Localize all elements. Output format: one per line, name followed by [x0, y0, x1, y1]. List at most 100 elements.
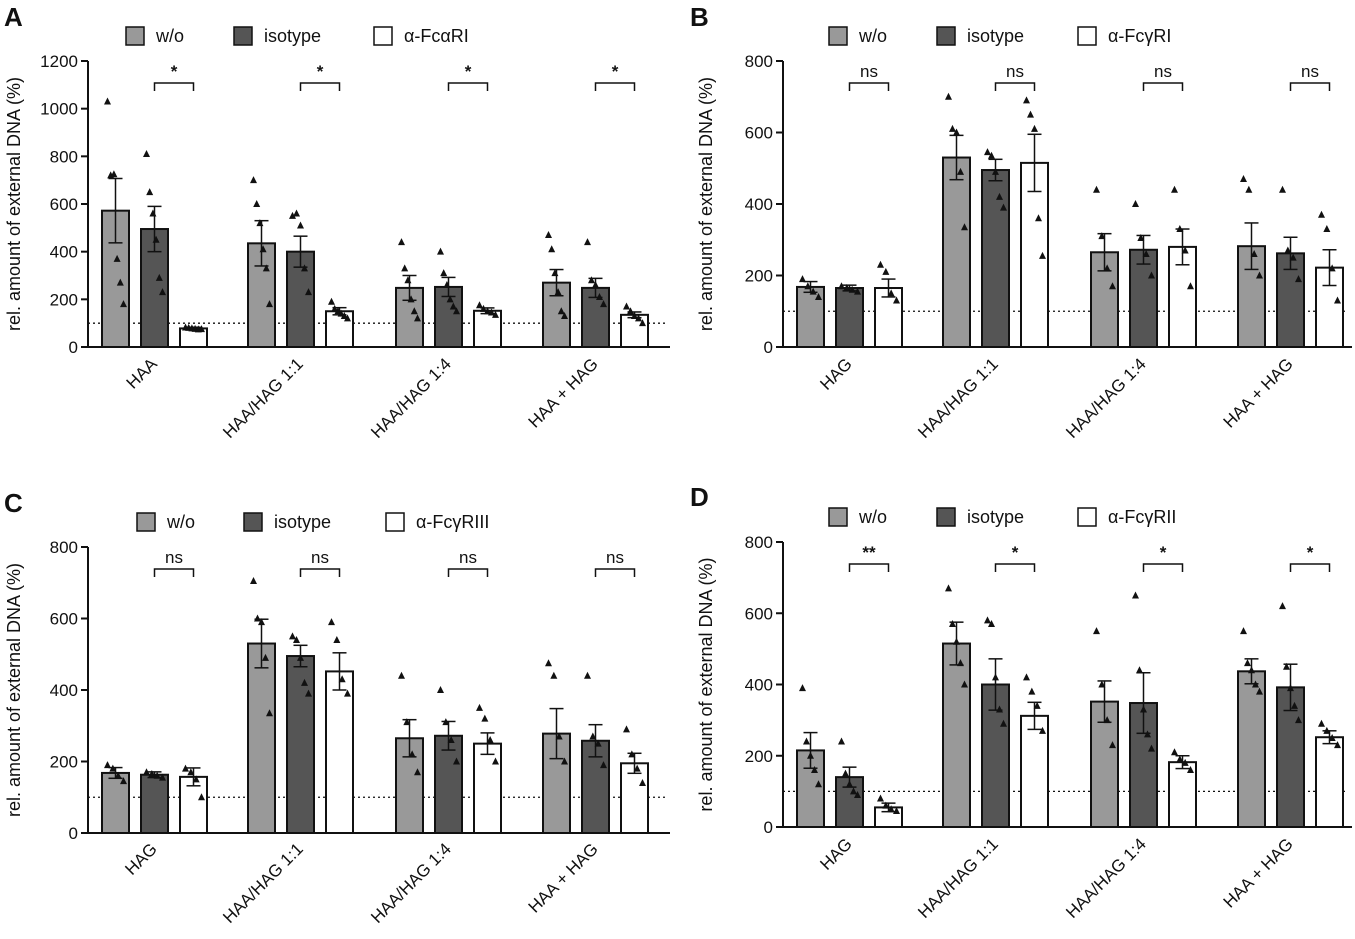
data-point: [143, 149, 150, 157]
legend-swatch: [936, 26, 956, 46]
data-point: [594, 739, 602, 747]
data-point: [628, 750, 636, 758]
data-point: [1323, 225, 1331, 233]
data-point: [1187, 766, 1194, 773]
data-point: [1328, 733, 1336, 741]
significance-label: ns: [165, 548, 183, 567]
data-point: [476, 703, 483, 711]
significance-label: *: [317, 62, 324, 81]
legend-swatch: [243, 512, 263, 532]
data-point: [635, 314, 642, 322]
data-point: [301, 678, 308, 686]
y-tick-label: 600: [50, 610, 78, 629]
data-point: [453, 307, 460, 315]
data-point: [550, 671, 558, 679]
data-point: [1187, 282, 1194, 290]
data-point: [843, 284, 851, 292]
x-category-label: HAG: [121, 839, 160, 878]
bar: [620, 313, 649, 349]
data-point: [447, 736, 455, 744]
data-point: [453, 757, 460, 765]
x-category-label: HAG: [816, 354, 855, 393]
x-category-label: HAA: [123, 354, 162, 393]
data-point: [1140, 705, 1147, 713]
data-point: [893, 806, 900, 814]
y-tick-label: 0: [69, 338, 78, 357]
legend-swatch: [828, 507, 848, 527]
legend-label: α-FcαRI: [404, 26, 469, 46]
legend-swatch: [1077, 507, 1097, 527]
data-point: [159, 773, 166, 781]
data-point: [440, 269, 448, 277]
data-point: [996, 192, 1003, 200]
significance-label: ns: [311, 548, 329, 567]
y-tick-label: 1000: [40, 100, 78, 119]
data-point: [1181, 246, 1189, 254]
data-point: [639, 319, 646, 327]
data-point: [146, 188, 154, 196]
data-point: [838, 737, 845, 745]
data-point: [1136, 666, 1143, 674]
significance-label: ns: [459, 548, 477, 567]
data-point: [1323, 726, 1331, 734]
data-point: [887, 289, 895, 297]
data-point: [1035, 214, 1042, 222]
significance-bracket: [594, 82, 636, 91]
data-point: [159, 288, 166, 296]
y-tick-label: 600: [50, 195, 78, 214]
x-category-label: HAA + HAG: [525, 839, 602, 916]
data-point: [1334, 296, 1341, 304]
data-point: [1252, 680, 1259, 688]
significance-bracket: [994, 82, 1036, 91]
data-point: [113, 254, 121, 262]
data-point: [1240, 174, 1247, 182]
data-point: [854, 287, 861, 295]
x-category-label: HAA/HAG 1:4: [367, 354, 455, 442]
data-point: [945, 92, 952, 100]
y-tick-label: 400: [745, 676, 773, 695]
data-point: [331, 304, 339, 312]
y-tick-label: 400: [50, 681, 78, 700]
data-point: [1279, 185, 1286, 193]
panel-letter: A: [4, 2, 23, 32]
data-point: [449, 302, 457, 310]
data-point: [258, 618, 265, 626]
data-point: [815, 292, 822, 300]
x-category-label: HAA/HAG 1:1: [914, 834, 1002, 922]
y-tick-label: 0: [764, 818, 773, 837]
data-point: [305, 288, 312, 296]
data-point: [623, 302, 630, 310]
data-point: [953, 637, 960, 645]
bar: [942, 156, 971, 348]
data-point: [1244, 659, 1251, 667]
data-point: [114, 771, 122, 779]
y-tick-label: 0: [69, 824, 78, 843]
data-point: [266, 709, 273, 717]
data-point: [1240, 627, 1247, 635]
panel-letter: B: [690, 2, 709, 32]
data-point: [554, 288, 562, 296]
data-point: [584, 671, 591, 679]
data-point: [1328, 264, 1336, 272]
data-point: [953, 128, 960, 136]
legend-swatch: [125, 26, 145, 46]
data-point: [155, 273, 163, 281]
significance-bracket: [848, 563, 890, 572]
data-point: [414, 314, 421, 322]
significance-label: **: [862, 543, 876, 562]
data-point: [446, 295, 454, 303]
significance-label: ns: [1006, 62, 1024, 81]
data-point: [811, 766, 818, 773]
data-point: [254, 614, 261, 622]
x-category-label: HAA + HAG: [525, 354, 602, 431]
data-point: [1245, 185, 1253, 193]
y-tick-label: 400: [50, 243, 78, 262]
data-point: [289, 632, 296, 640]
data-point: [1142, 250, 1150, 258]
data-point: [992, 167, 999, 175]
y-tick-label: 400: [745, 195, 773, 214]
legend-swatch: [936, 507, 956, 527]
legend-swatch: [385, 512, 405, 532]
significance-label: *: [465, 62, 472, 81]
